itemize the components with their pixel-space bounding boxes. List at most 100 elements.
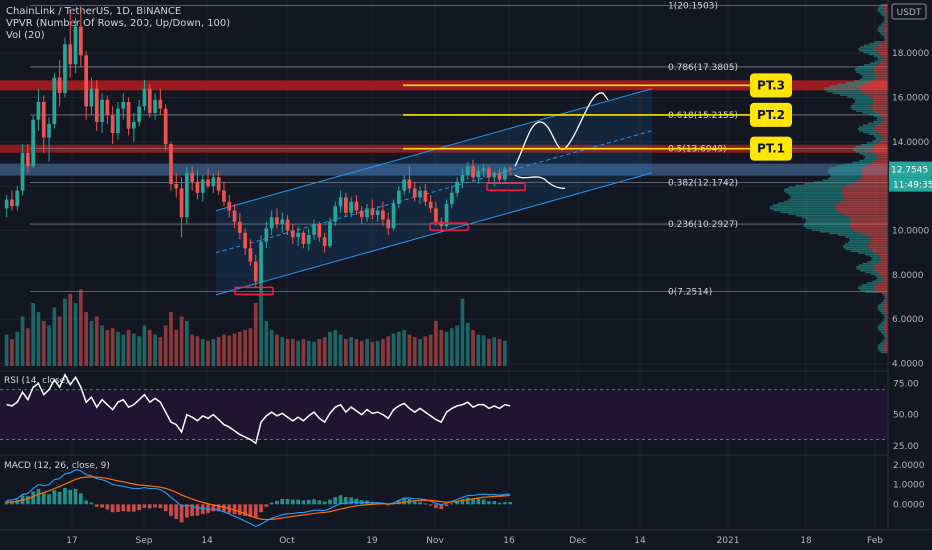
vpvr-up [856,110,874,112]
candle-body [158,99,163,109]
time-tick: Dec [569,536,586,546]
vpvr-down [873,266,888,268]
price-axis[interactable]: 4.00006.00008.000010.000012.000014.00001… [887,0,932,530]
vpvr-up [788,193,844,196]
candle-body [195,181,200,193]
vpvr-up [848,237,871,240]
symbol-title[interactable]: ChainLink / TetherUS, 1D, BINANCE [6,6,182,17]
vpvr-down [884,310,888,313]
candle-body [449,192,454,204]
candle-body [492,172,497,178]
time-tick: 14 [634,536,646,546]
vpvr-down [884,330,888,332]
vpvr-down [861,85,888,88]
vpvr-down [876,131,888,134]
candle-body [174,184,179,189]
vpvr-down [873,101,888,104]
fib-label: 1(20.1503) [668,2,718,12]
rsi-label[interactable]: RSI (14, close) [4,376,69,386]
vpvr-up [852,97,873,100]
vpvr-down [860,90,888,93]
vpvr-down [878,261,888,263]
vpvr-down [883,9,888,11]
price-tick: 18.0000 [892,49,929,59]
macd-pane [0,454,888,528]
vpvr-down [841,200,888,203]
volume-bar [312,341,316,366]
vpvr-down [885,312,888,315]
macd-histogram-bar [290,499,295,505]
price-tick: 6.0000 [892,315,924,325]
vpvr-down [884,23,888,25]
vpvr-down [874,48,888,50]
vpvr-down [885,333,888,336]
vpvr-down [877,44,888,47]
macd-histogram-bar [126,504,131,512]
vpvr-up [871,273,881,276]
vpvr-up [871,259,881,261]
vpvr-up [783,190,842,192]
vpvr-down [876,262,888,265]
volume-label[interactable]: Vol (20) [6,30,45,41]
candle-body [4,199,9,209]
candle-body [418,190,422,198]
vpvr-up [860,289,876,292]
macd-label[interactable]: MACD (12, 26, close, 9) [4,461,110,471]
vpvr-down [871,108,888,111]
candle-body [444,203,449,227]
vpvr-down [866,94,888,96]
vpvr-up [796,214,847,217]
vpvr-down [873,151,888,153]
vpvr-up [852,147,873,150]
vpvr-down [874,129,888,132]
vpvr-up [877,347,884,350]
volume-bar [20,316,25,366]
vpvr-up [879,310,885,313]
vpvr-up [838,234,866,237]
volume-bar [10,339,14,366]
macd-histogram-bar [57,491,62,505]
vpvr-down [873,268,888,270]
candlesticks [4,6,526,296]
volume-bar [243,330,248,366]
fib-label: 0.5(13.6949) [668,145,727,155]
time-tick: Feb [867,536,883,546]
vpvr-down [844,197,888,199]
candle-body [206,179,210,187]
vpvr-down [886,339,888,341]
macd-tick: 2.0000 [893,461,925,471]
vpvr-up [866,142,879,144]
macd-histogram-bar [412,501,417,505]
vpvr-down [877,156,888,158]
macd-histogram-bar [248,504,253,517]
macd-histogram-bar [349,497,354,505]
time-axis[interactable]: 17 Sep 14 Oct 19 Nov 16 Dec 14 2021 18 Feb [0,529,932,550]
rsi-pane [0,370,888,445]
volume-bar [455,325,460,366]
vpvr-up [790,197,845,199]
vpvr-label[interactable]: VPVR (Number Of Rows, 200, Up/Down, 100) [6,18,231,29]
vpvr-down [879,42,888,45]
candle-body [439,221,444,227]
vpvr-down [875,73,888,75]
candle-body [460,175,465,182]
vpvr-down [861,168,888,171]
volume-bar [190,334,195,366]
candle-body [89,88,94,107]
vpvr-up [828,177,862,180]
vpvr-down [843,193,888,196]
vpvr-down [880,273,888,276]
volume-bar [444,331,449,366]
macd-histogram-bar [253,504,258,518]
candle-body [142,88,147,107]
vpvr-down [836,204,888,206]
vpvr-down [873,67,888,70]
candle-body [333,206,338,222]
candle-body [412,188,417,198]
volume-bar [343,339,348,366]
vpvr-up [769,206,835,208]
candle-body [78,26,83,56]
volume-bar [206,340,210,366]
vpvr-down [883,346,888,348]
